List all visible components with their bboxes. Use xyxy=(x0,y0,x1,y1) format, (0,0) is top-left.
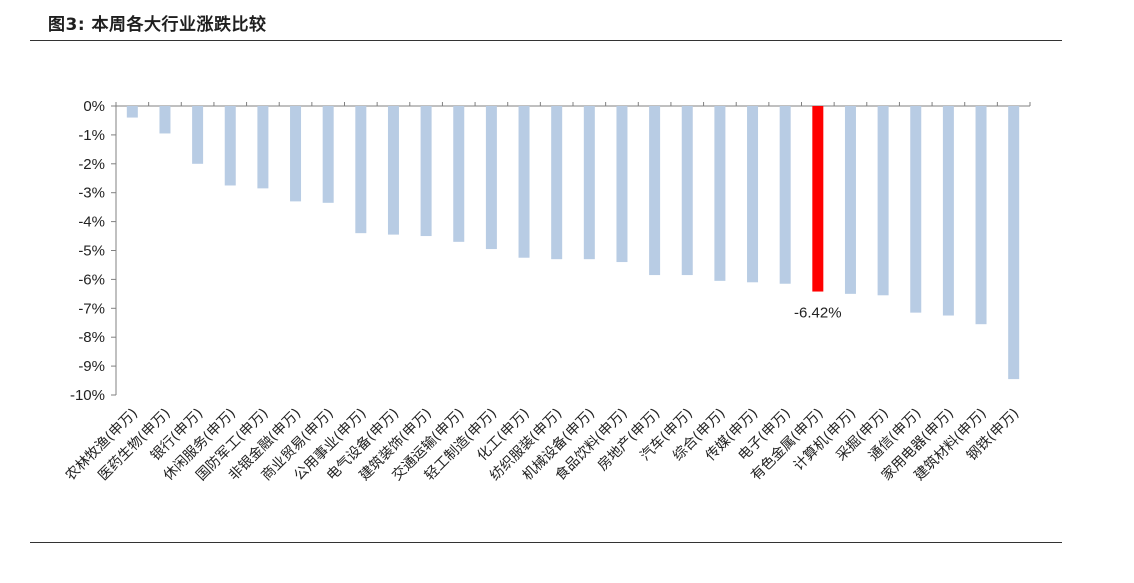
bar xyxy=(877,106,889,296)
bar xyxy=(257,106,269,189)
bar xyxy=(844,106,856,294)
bar xyxy=(453,106,465,242)
y-tick-label: -2% xyxy=(78,156,105,173)
bar xyxy=(747,106,759,283)
bar xyxy=(681,106,693,276)
bar xyxy=(975,106,987,325)
y-tick-label: -3% xyxy=(78,185,105,202)
bar xyxy=(485,106,497,250)
bar-highlight xyxy=(812,106,824,292)
y-tick-label: -10% xyxy=(70,387,105,404)
chart-bars xyxy=(126,106,1020,380)
bar xyxy=(159,106,171,134)
chart-labels: 农林牧渔(申万)医药生物(申万)银行(申万)休闲服务(申万)国防军工(申万)非银… xyxy=(63,305,1023,484)
bar xyxy=(224,106,236,186)
bar xyxy=(583,106,595,260)
bar xyxy=(192,106,204,164)
bar xyxy=(126,106,138,118)
bar xyxy=(518,106,530,258)
data-label: -6.42% xyxy=(794,305,842,322)
y-tick-label: -5% xyxy=(78,243,105,260)
y-tick-label: 0% xyxy=(83,98,105,115)
bar xyxy=(616,106,628,263)
y-tick-label: -8% xyxy=(78,329,105,346)
bar xyxy=(942,106,954,316)
y-tick-label: -9% xyxy=(78,358,105,375)
bar xyxy=(714,106,726,281)
bar xyxy=(387,106,399,235)
bar xyxy=(1008,106,1020,380)
bar xyxy=(779,106,791,284)
chart-axes: 0% -1% -2% -3% -4% -5% -6% -7% -8% -9% -10% xyxy=(70,98,1031,404)
bar xyxy=(322,106,334,203)
bottom-rule xyxy=(30,542,1062,543)
top-rule xyxy=(30,40,1062,41)
y-tick-label: -7% xyxy=(78,300,105,317)
bar xyxy=(420,106,432,237)
chart-title: 图3: 本周各大行业涨跌比较 xyxy=(48,15,267,35)
bar xyxy=(290,106,302,202)
bar xyxy=(551,106,563,260)
bar xyxy=(355,106,367,234)
y-tick-label: -4% xyxy=(78,214,105,231)
bar xyxy=(649,106,661,276)
y-tick-label: -6% xyxy=(78,271,105,288)
y-tick-label: -1% xyxy=(78,127,105,144)
bar xyxy=(910,106,922,313)
